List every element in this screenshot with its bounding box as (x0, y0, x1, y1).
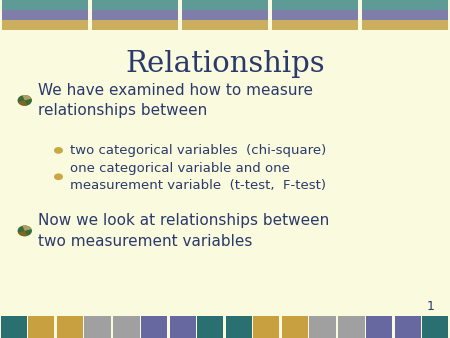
Wedge shape (22, 225, 32, 231)
FancyBboxPatch shape (140, 316, 167, 338)
FancyBboxPatch shape (2, 0, 88, 30)
FancyBboxPatch shape (92, 20, 178, 30)
Wedge shape (18, 231, 27, 236)
FancyBboxPatch shape (182, 0, 268, 10)
FancyBboxPatch shape (362, 0, 448, 30)
FancyBboxPatch shape (2, 0, 88, 10)
Text: Relationships: Relationships (125, 50, 325, 78)
FancyBboxPatch shape (272, 20, 358, 30)
FancyBboxPatch shape (85, 316, 111, 338)
Text: We have examined how to measure
relationships between: We have examined how to measure relation… (38, 83, 313, 118)
Text: 1: 1 (427, 300, 434, 313)
Circle shape (18, 95, 32, 106)
FancyBboxPatch shape (362, 0, 448, 10)
Text: one categorical variable and one
measurement variable  (t-test,  F-test): one categorical variable and one measure… (70, 162, 326, 192)
FancyBboxPatch shape (395, 316, 421, 338)
Circle shape (18, 225, 32, 236)
FancyBboxPatch shape (170, 316, 196, 338)
FancyBboxPatch shape (2, 20, 88, 30)
FancyBboxPatch shape (57, 316, 84, 338)
FancyBboxPatch shape (28, 316, 54, 338)
FancyBboxPatch shape (365, 316, 392, 338)
FancyBboxPatch shape (1, 316, 27, 338)
FancyBboxPatch shape (92, 0, 178, 10)
FancyBboxPatch shape (92, 10, 178, 20)
Text: two categorical variables  (chi-square): two categorical variables (chi-square) (70, 144, 326, 157)
Circle shape (54, 173, 63, 180)
FancyBboxPatch shape (362, 10, 448, 20)
FancyBboxPatch shape (362, 20, 448, 30)
FancyBboxPatch shape (2, 10, 88, 20)
FancyBboxPatch shape (282, 316, 309, 338)
FancyBboxPatch shape (197, 316, 223, 338)
FancyBboxPatch shape (422, 316, 448, 338)
FancyBboxPatch shape (113, 316, 140, 338)
FancyBboxPatch shape (310, 316, 336, 338)
Wedge shape (22, 95, 32, 100)
FancyBboxPatch shape (92, 0, 178, 30)
FancyBboxPatch shape (182, 0, 268, 30)
FancyBboxPatch shape (272, 10, 358, 20)
FancyBboxPatch shape (226, 316, 252, 338)
Wedge shape (18, 100, 27, 106)
Circle shape (54, 147, 63, 154)
FancyBboxPatch shape (182, 20, 268, 30)
FancyBboxPatch shape (253, 316, 279, 338)
FancyBboxPatch shape (272, 0, 358, 30)
FancyBboxPatch shape (182, 10, 268, 20)
FancyBboxPatch shape (272, 0, 358, 10)
Text: Now we look at relationships between
two measurement variables: Now we look at relationships between two… (38, 213, 329, 248)
FancyBboxPatch shape (338, 316, 364, 338)
